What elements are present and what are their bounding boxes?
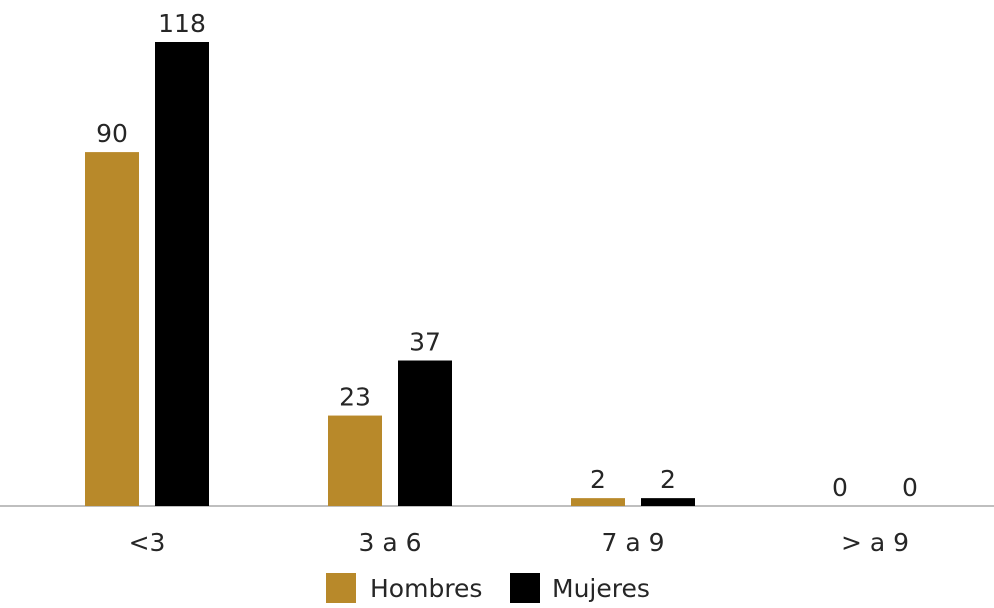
x-tick-label-0: <3 [129, 528, 166, 557]
data-label-mujeres-1: 37 [409, 328, 441, 357]
legend-label-hombres: Hombres [370, 574, 482, 603]
legend-swatch-mujeres [510, 573, 540, 603]
data-label-mujeres-0: 118 [158, 9, 206, 38]
bar-hombres-0 [85, 152, 139, 507]
data-label-hombres-1: 23 [339, 383, 371, 412]
bar-mujeres-1 [398, 360, 452, 506]
data-label-hombres-3: 0 [832, 473, 848, 502]
data-label-hombres-2: 2 [590, 465, 606, 494]
x-tick-label-3: > a 9 [841, 528, 909, 557]
data-label-hombres-0: 90 [96, 119, 128, 148]
data-labels-group: 90 118 23 37 2 2 0 0 [96, 9, 918, 502]
bar-mujeres-2 [641, 498, 695, 506]
bars-group [85, 42, 695, 507]
bar-hombres-1 [328, 415, 382, 506]
x-tick-label-1: 3 a 6 [358, 528, 421, 557]
bar-mujeres-0 [155, 42, 209, 506]
x-tick-labels-group: <3 3 a 6 7 a 9 > a 9 [129, 528, 909, 557]
bar-hombres-2 [571, 498, 625, 506]
data-label-mujeres-3: 0 [902, 473, 918, 502]
data-label-mujeres-2: 2 [660, 465, 676, 494]
legend-label-mujeres: Mujeres [552, 574, 650, 603]
legend: Hombres Mujeres [326, 573, 650, 603]
legend-swatch-hombres [326, 573, 356, 603]
x-tick-label-2: 7 a 9 [601, 528, 664, 557]
